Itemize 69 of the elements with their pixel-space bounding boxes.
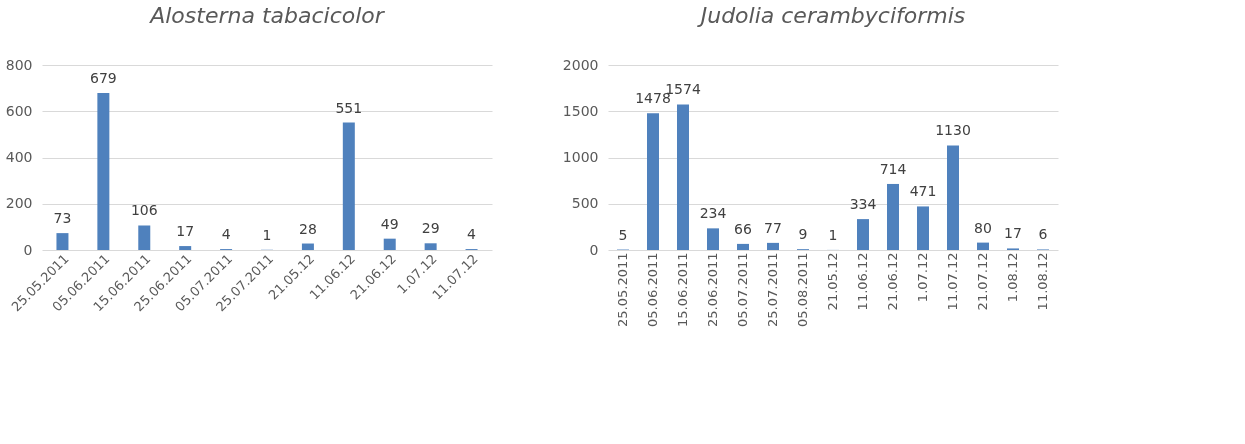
data-label: 4 bbox=[467, 226, 477, 243]
x-tick-label: 25.06.2011 bbox=[705, 252, 720, 327]
bar bbox=[857, 219, 869, 250]
bar bbox=[707, 228, 719, 250]
data-label: 1 bbox=[262, 226, 272, 243]
bar bbox=[677, 104, 689, 250]
data-label: 5 bbox=[618, 226, 628, 243]
data-label: 66 bbox=[734, 220, 752, 237]
data-label: 1 bbox=[828, 226, 838, 243]
data-label: 17 bbox=[1004, 225, 1022, 242]
x-tick-label: 21.06.12 bbox=[885, 252, 900, 311]
x-tick-label: 15.06.2011 bbox=[675, 252, 690, 327]
bar bbox=[138, 225, 151, 250]
bar bbox=[737, 243, 749, 250]
chart-title: Judolia cerambyciformis bbox=[696, 3, 966, 28]
data-label: 73 bbox=[53, 210, 72, 227]
data-label: 80 bbox=[974, 219, 992, 236]
bar bbox=[301, 243, 314, 250]
y-tick-label: 1500 bbox=[562, 102, 599, 119]
x-tick-label: 11.06.12 bbox=[855, 252, 870, 311]
x-tick-label: 05.06.2011 bbox=[645, 252, 660, 327]
bar bbox=[342, 122, 355, 250]
data-label: 714 bbox=[879, 160, 907, 177]
bar bbox=[56, 233, 69, 250]
data-label: 17 bbox=[176, 223, 195, 240]
data-label: 9 bbox=[798, 226, 808, 243]
y-tick-label: 0 bbox=[23, 241, 33, 258]
y-tick-label: 1000 bbox=[562, 149, 599, 165]
bar bbox=[424, 243, 437, 250]
bar bbox=[977, 242, 989, 250]
x-tick-label: 05.08.2011 bbox=[795, 252, 810, 327]
bar bbox=[179, 246, 192, 250]
x-tick-label: 05.07.2011 bbox=[735, 252, 750, 327]
x-tick-label: 25.07.2011 bbox=[765, 252, 780, 327]
data-label: 471 bbox=[909, 183, 937, 200]
chart-title: Alosterna tabacicolor bbox=[148, 3, 386, 28]
data-label: 29 bbox=[421, 220, 440, 237]
y-tick-label: 2000 bbox=[562, 56, 599, 73]
data-label: 49 bbox=[380, 215, 399, 232]
data-label: 6 bbox=[1038, 226, 1048, 243]
y-tick-label: 600 bbox=[5, 102, 33, 119]
bar bbox=[917, 206, 929, 250]
bar bbox=[767, 242, 779, 250]
y-tick-label: 500 bbox=[571, 195, 599, 212]
data-label: 334 bbox=[849, 196, 877, 213]
data-label: 77 bbox=[764, 219, 782, 236]
bar bbox=[647, 113, 659, 250]
data-label: 679 bbox=[90, 69, 117, 86]
bar bbox=[887, 183, 899, 250]
bar bbox=[947, 145, 959, 250]
x-tick-label: 1.08.12 bbox=[1005, 252, 1020, 303]
x-tick-label: 21.07.12 bbox=[975, 252, 990, 311]
data-label: 28 bbox=[299, 220, 317, 237]
bar bbox=[383, 238, 396, 250]
data-label: 106 bbox=[130, 202, 158, 219]
data-label: 1130 bbox=[935, 122, 971, 139]
x-tick-label: 25.05.2011 bbox=[615, 252, 630, 327]
y-tick-label: 400 bbox=[5, 149, 33, 165]
y-tick-label: 800 bbox=[5, 56, 33, 73]
x-tick-label: 21.05.12 bbox=[825, 252, 840, 311]
y-tick-label: 200 bbox=[5, 195, 33, 212]
data-label: 4 bbox=[221, 226, 231, 243]
bar bbox=[97, 92, 110, 250]
x-tick-label: 11.07.12 bbox=[945, 252, 960, 311]
y-tick-label: 0 bbox=[589, 241, 599, 258]
data-label: 551 bbox=[335, 99, 363, 116]
x-tick-label: 11.08.12 bbox=[1035, 252, 1050, 311]
data-label: 234 bbox=[699, 205, 727, 222]
x-tick-label: 1.07.12 bbox=[915, 252, 930, 303]
